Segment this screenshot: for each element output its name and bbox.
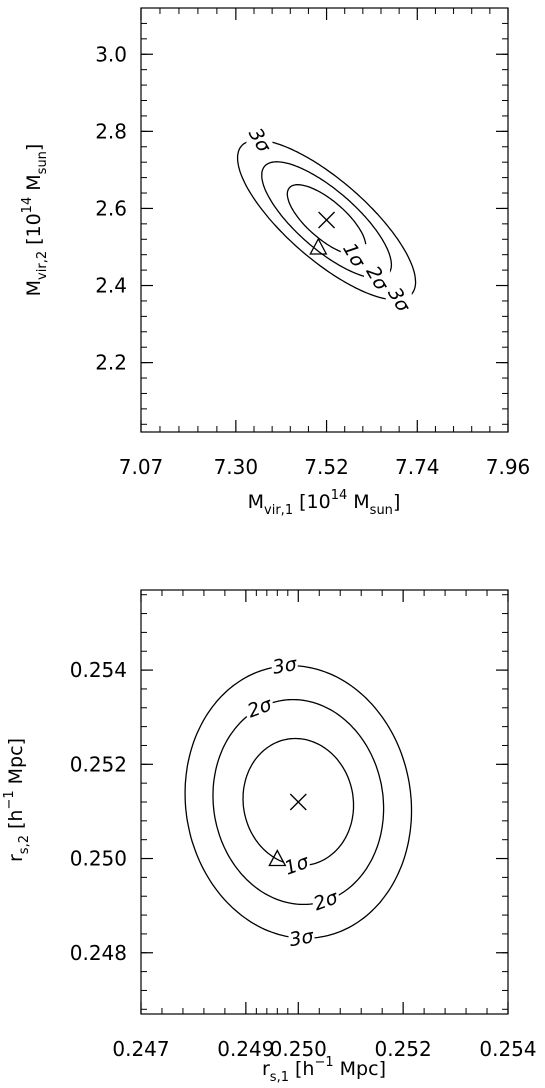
y-tick-label: 0.252 xyxy=(70,752,127,776)
x-tick-label: 7.74 xyxy=(395,455,440,479)
x-tick-label: 0.252 xyxy=(375,1037,432,1061)
x-axis-label-rs: rs,1 [h−1 Mpc] xyxy=(262,1055,386,1085)
contour-3sigma xyxy=(184,665,413,939)
x-tick-label: 0.250 xyxy=(270,1037,327,1061)
ticks-rs xyxy=(140,590,509,1014)
ylabel-pre: [10 xyxy=(23,213,45,245)
x-tick-label: 7.96 xyxy=(486,455,531,479)
ylabel-close: ] xyxy=(5,738,27,745)
xlabel-sub2: sun xyxy=(370,503,393,518)
ylabel-pre: [h xyxy=(5,810,27,829)
ylabel-sub: vir,2 xyxy=(35,251,50,280)
contour-label-bg xyxy=(385,288,412,309)
contour-label-bg xyxy=(246,129,273,150)
x-axis-label-mvir: Mvir,1 [1014 Msun] xyxy=(248,488,401,518)
ylabel-sub2: sun xyxy=(35,151,50,174)
xlabel-sub: s,1 xyxy=(270,1070,289,1085)
xlabel-post: M xyxy=(347,491,369,513)
contour-label-bg xyxy=(340,244,367,265)
ylabel-sup: −1 xyxy=(2,790,17,809)
xlabel-main: M xyxy=(248,491,264,513)
xlabel-pre: [h xyxy=(295,1058,314,1080)
contour-label-bg xyxy=(363,267,390,288)
ylabel-post: Mpc xyxy=(5,745,27,790)
xlabel-sup: −1 xyxy=(314,1055,333,1070)
xlabel-sub: vir,1 xyxy=(264,503,293,518)
true-value-triangle xyxy=(268,849,287,867)
contour-label-bg xyxy=(246,696,273,717)
y-tick-labels-rs: 0.248 0.250 0.252 0.254 xyxy=(70,658,127,965)
y-axis-label-mvir: Mvir,2 [1014 Msun] xyxy=(20,144,50,297)
xlabel-close: ] xyxy=(393,491,400,513)
x-tick-label: 7.07 xyxy=(119,455,164,479)
y-tick-label: 0.250 xyxy=(70,847,127,871)
ylabel-main: r xyxy=(5,854,27,862)
y-tick-label: 0.248 xyxy=(70,941,127,965)
markers-rs xyxy=(268,793,307,867)
ylabel-main: M xyxy=(23,280,45,296)
contour-2sigma xyxy=(212,698,385,906)
plot-frame-rs xyxy=(140,589,509,1015)
xlabel-close: ] xyxy=(379,1058,386,1080)
xlabel-pre: [10 xyxy=(299,491,331,513)
plot-frame-mvir xyxy=(140,7,509,433)
x-tick-label: 7.52 xyxy=(304,455,349,479)
contour-label-bg xyxy=(288,927,315,948)
y-tick-label: 2.2 xyxy=(95,351,127,375)
x-tick-label: 0.249 xyxy=(217,1037,274,1061)
contour-label: 3σ xyxy=(383,284,415,317)
ylabel-sup: 14 xyxy=(20,197,35,214)
markers-mvir xyxy=(309,211,336,255)
contour-label: 3σ xyxy=(288,925,317,951)
contour-label: 3σ xyxy=(244,124,276,157)
x-tick-label: 0.254 xyxy=(479,1037,536,1061)
ylabel-post: M xyxy=(23,174,45,196)
true-value-triangle xyxy=(309,237,328,255)
contour-3sigma xyxy=(236,139,417,301)
ticks-mvir xyxy=(140,8,509,432)
y-axis-label-rs: rs,2 [h−1 Mpc] xyxy=(2,738,32,862)
xlabel-main: r xyxy=(262,1058,270,1080)
contour-label-bg xyxy=(283,854,310,875)
ylabel-sub: s,2 xyxy=(17,835,32,854)
best-fit-cross xyxy=(318,211,336,229)
y-tick-label: 2.8 xyxy=(95,119,127,143)
contour-1sigma xyxy=(286,184,367,256)
contour-2sigma xyxy=(261,161,393,279)
xlabel-sup: 14 xyxy=(331,488,348,503)
y-tick-label: 3.0 xyxy=(95,42,127,66)
contour-label-bg xyxy=(312,889,339,910)
ylabel-close: ] xyxy=(23,144,45,151)
best-fit-cross xyxy=(289,793,307,811)
contour-1sigma xyxy=(242,737,355,867)
xlabel-post: Mpc xyxy=(334,1058,379,1080)
y-tick-label: 2.4 xyxy=(95,274,127,298)
y-tick-labels-mvir: 2.2 2.4 2.6 2.8 3.0 xyxy=(95,42,127,374)
y-tick-label: 2.6 xyxy=(95,196,127,220)
x-tick-label: 7.30 xyxy=(214,455,259,479)
contour-label-bg xyxy=(271,654,298,675)
x-tick-labels-mvir: 7.07 7.30 7.52 7.74 7.96 xyxy=(119,455,531,479)
y-tick-label: 0.254 xyxy=(70,658,127,682)
x-tick-label: 0.247 xyxy=(112,1037,169,1061)
contour-label: 3σ xyxy=(271,653,300,679)
